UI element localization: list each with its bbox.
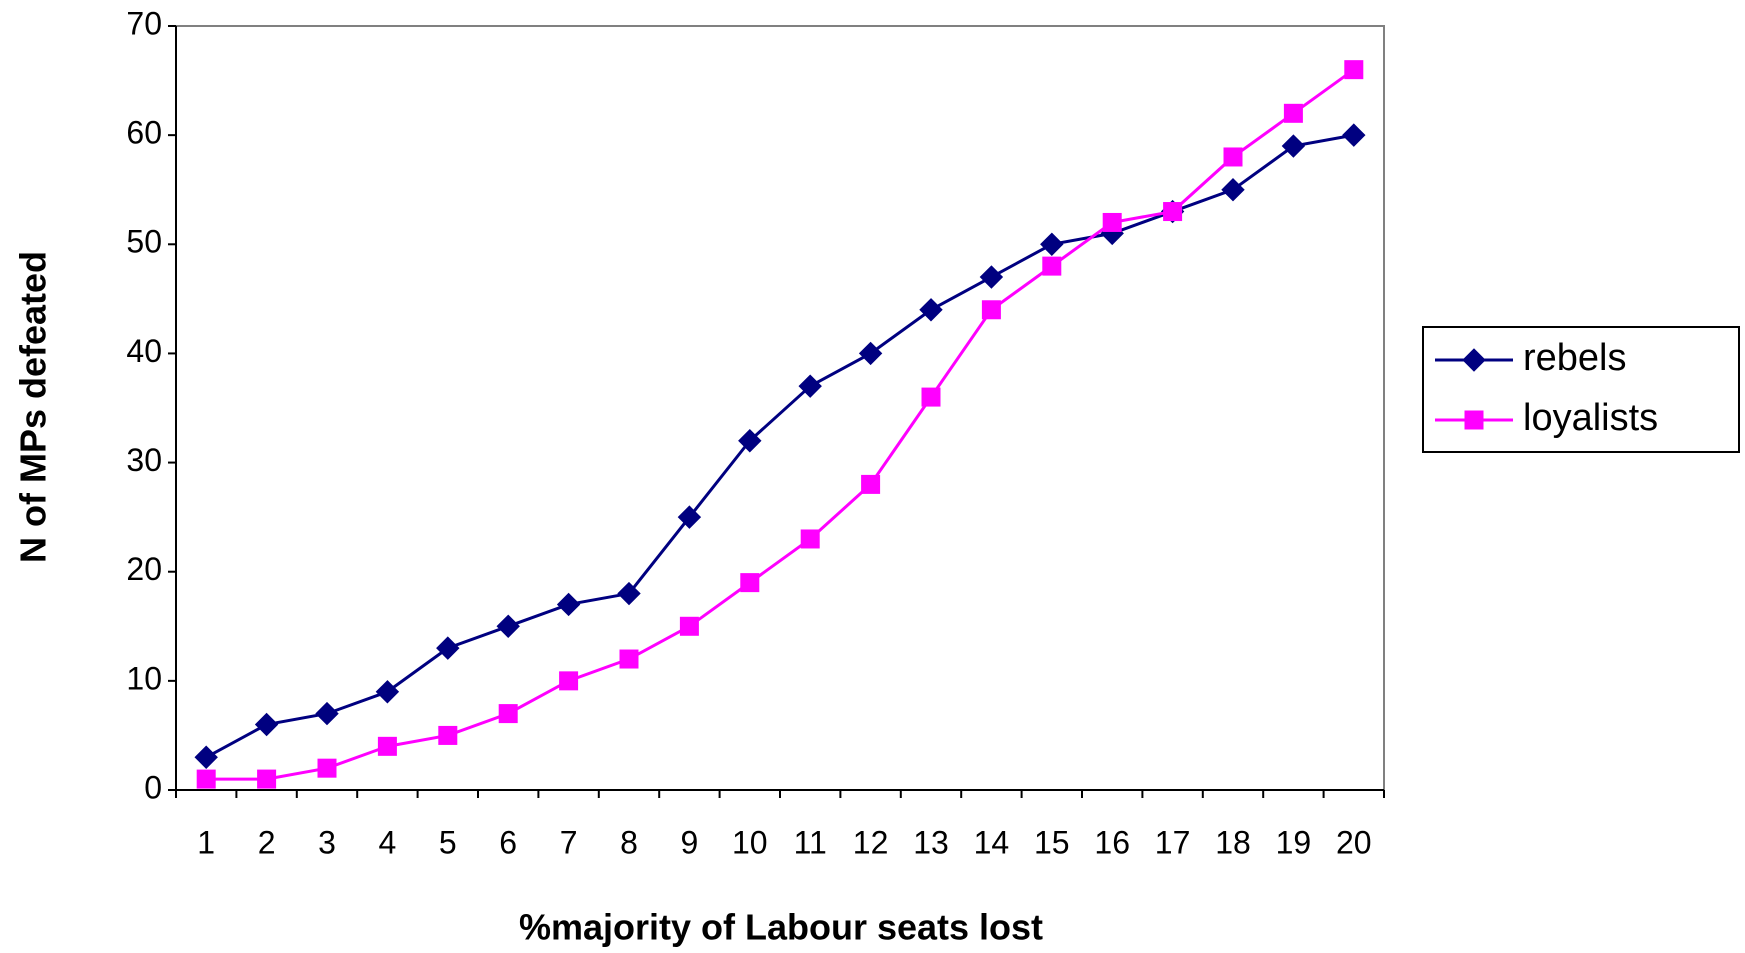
x-tick-label: 18 (1215, 824, 1251, 860)
x-tick-label: 19 (1276, 824, 1312, 860)
x-tick-label: 3 (318, 824, 336, 860)
series-marker (1281, 134, 1306, 158)
x-tick-label: 11 (794, 824, 827, 860)
plot-area (175, 25, 1385, 791)
series-marker (375, 680, 400, 704)
x-tick-label: 2 (258, 824, 276, 860)
legend-marker (1464, 410, 1484, 430)
x-tick-label: 16 (1094, 824, 1130, 860)
y-axis-title: N of MPs defeated (13, 251, 54, 563)
series-marker (740, 573, 760, 593)
series-marker (738, 429, 762, 453)
y-tick-label: 60 (126, 115, 162, 151)
series-marker (559, 671, 579, 691)
series-marker (377, 736, 397, 756)
x-tick-label: 5 (439, 824, 457, 860)
series-marker (498, 704, 518, 724)
x-tick-label: 14 (974, 824, 1010, 860)
x-tick-label: 10 (732, 824, 768, 860)
series-marker (436, 636, 460, 660)
series-marker (619, 649, 639, 669)
x-tick-label: 9 (681, 824, 699, 860)
y-tick-label: 0 (144, 769, 162, 805)
series-marker (921, 387, 941, 407)
series-marker (800, 529, 820, 549)
series-marker (1283, 103, 1303, 123)
x-tick-label: 8 (620, 824, 638, 860)
series-marker (254, 712, 279, 737)
series-marker (1163, 202, 1183, 222)
series-marker (196, 769, 216, 789)
y-tick-label: 30 (126, 442, 162, 478)
legend-label: rebels (1523, 337, 1627, 379)
x-tick-label: 12 (853, 824, 889, 860)
series-marker (438, 725, 458, 745)
series-marker (1223, 147, 1243, 167)
series-marker (617, 581, 641, 606)
y-tick-label: 20 (126, 551, 162, 587)
series-marker (919, 298, 943, 322)
series-marker (1221, 178, 1245, 202)
series-marker (315, 701, 339, 726)
y-tick-label: 50 (126, 224, 162, 260)
series-marker (1102, 212, 1122, 232)
x-tick-label: 1 (197, 824, 215, 860)
series-marker (677, 505, 702, 529)
series-marker (317, 758, 337, 778)
series-marker (1344, 60, 1364, 80)
series-marker (496, 614, 520, 638)
x-tick-label: 20 (1336, 824, 1372, 860)
series-marker (858, 341, 883, 366)
series-marker (194, 745, 218, 769)
legend-box (1422, 326, 1740, 453)
series-marker (556, 592, 581, 617)
x-tick-label: 15 (1034, 824, 1070, 860)
x-tick-label: 6 (499, 824, 517, 860)
x-tick-label: 7 (560, 824, 578, 860)
series-line (206, 68, 1355, 781)
series-marker (798, 374, 822, 398)
series-marker (257, 769, 277, 789)
series-marker (861, 474, 881, 494)
y-tick-label: 70 (126, 5, 162, 41)
x-tick-label: 4 (379, 824, 397, 860)
series-marker (979, 265, 1004, 289)
x-axis-title: %majority of Labour seats lost (519, 907, 1043, 948)
series-marker (1042, 256, 1062, 276)
series-marker (1040, 232, 1064, 256)
series-marker (1342, 123, 1366, 147)
legend-label: loyalists (1523, 397, 1658, 439)
legend-marker (1462, 348, 1486, 372)
y-tick-label: 10 (126, 660, 162, 696)
x-tick-label: 17 (1155, 824, 1191, 860)
x-tick-label: 13 (913, 824, 949, 860)
series-marker (981, 300, 1001, 320)
series-line (205, 133, 1355, 759)
series-marker (679, 616, 699, 636)
y-tick-label: 40 (126, 333, 162, 369)
